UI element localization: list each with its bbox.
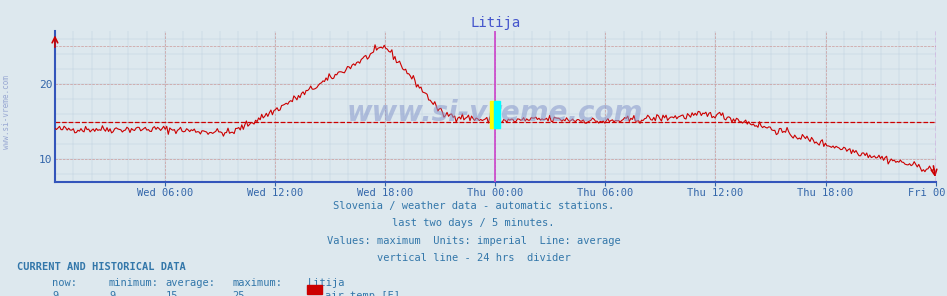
Bar [494, 101, 500, 128]
Text: maximum:: maximum: [232, 278, 282, 288]
Text: Slovenia / weather data - automatic stations.: Slovenia / weather data - automatic stat… [333, 201, 614, 211]
Text: www.si-vreme.com: www.si-vreme.com [347, 99, 644, 127]
Text: now:: now: [52, 278, 77, 288]
Text: air temp.[F]: air temp.[F] [325, 291, 400, 296]
Text: CURRENT AND HISTORICAL DATA: CURRENT AND HISTORICAL DATA [17, 262, 186, 272]
Text: Values: maximum  Units: imperial  Line: average: Values: maximum Units: imperial Line: av… [327, 236, 620, 246]
Text: 9: 9 [52, 291, 59, 296]
Text: Litija: Litija [308, 278, 346, 288]
Title: Litija: Litija [470, 16, 521, 30]
Text: 9: 9 [109, 291, 116, 296]
Text: last two days / 5 minutes.: last two days / 5 minutes. [392, 218, 555, 229]
Text: www.si-vreme.com: www.si-vreme.com [2, 75, 11, 149]
Text: minimum:: minimum: [109, 278, 159, 288]
Text: 15: 15 [166, 291, 178, 296]
Text: average:: average: [166, 278, 216, 288]
Text: 25: 25 [232, 291, 244, 296]
Bar [490, 101, 498, 128]
Text: vertical line - 24 hrs  divider: vertical line - 24 hrs divider [377, 253, 570, 263]
